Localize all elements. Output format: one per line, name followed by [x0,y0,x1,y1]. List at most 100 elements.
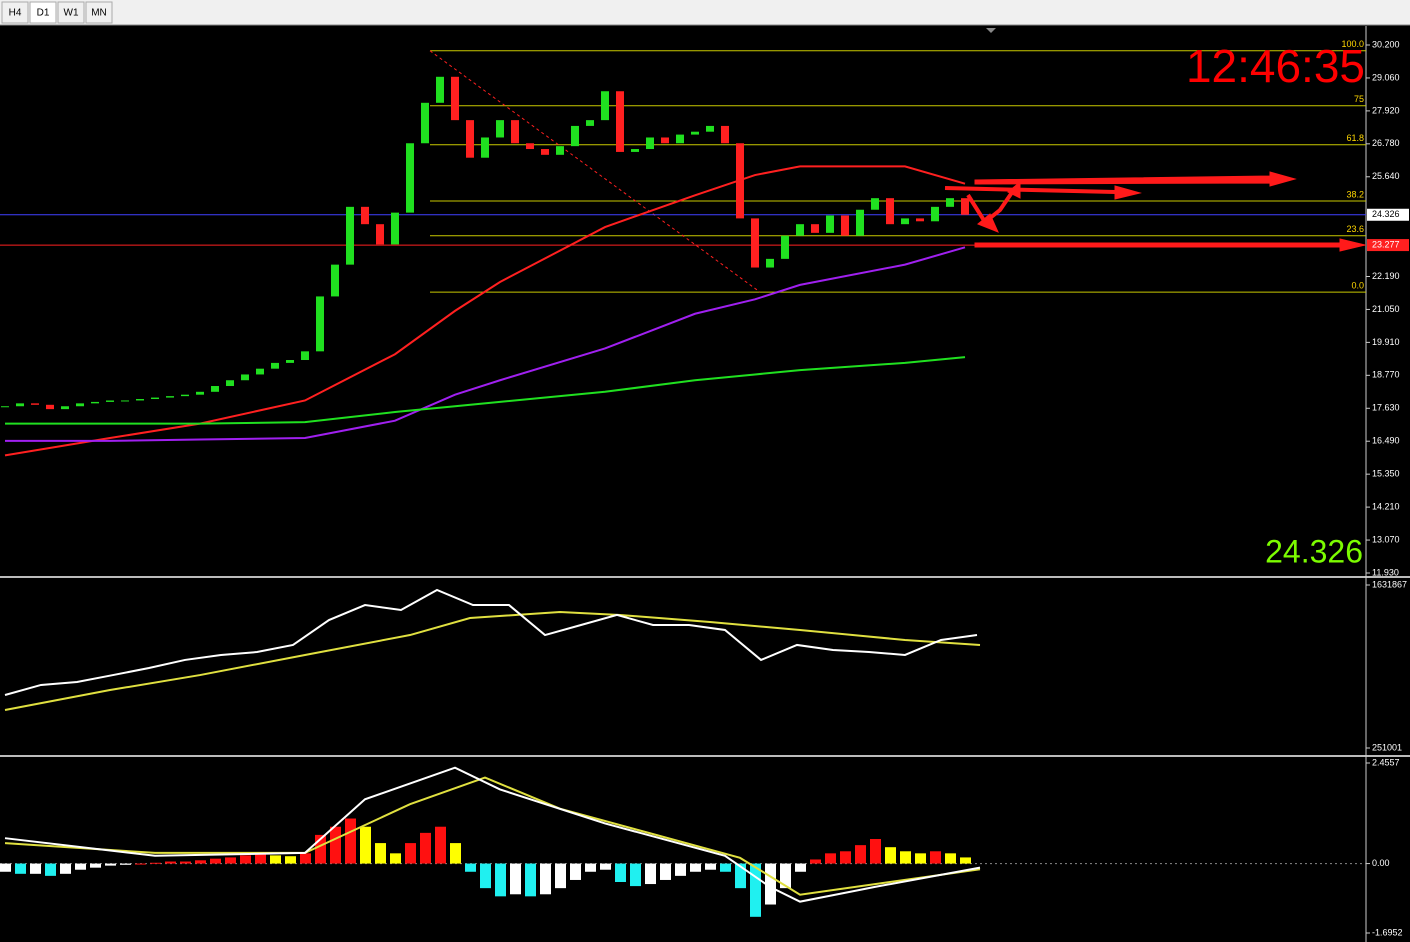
tab[interactable] [29,1,57,24]
candle [121,400,129,402]
histogram-bar [750,863,761,917]
histogram-bar [510,863,521,895]
tab-label[interactable]: W1 [64,8,79,19]
candle [841,215,849,236]
candle [1,406,9,408]
y-tick-label: 11.930 [1372,567,1399,577]
candle [961,198,969,215]
y-tick-label: 17.630 [1372,403,1400,413]
candle [526,143,534,150]
candle [241,374,249,381]
y-tick-label: 21.050 [1372,304,1400,314]
fib-label: 0.0 [1351,280,1364,290]
histogram-bar [690,863,701,872]
histogram-bar [960,857,971,864]
y-tick-label: 251001 [1372,742,1402,752]
arrow [974,238,1366,252]
y-tick-label: 0.00 [1372,858,1390,868]
fib-label: 75 [1354,94,1364,104]
tab[interactable] [1,1,29,24]
histogram-bar [420,832,431,864]
histogram-bar [405,843,416,864]
clock: 12:46:35 [1186,40,1365,92]
histogram-bar [825,853,836,864]
candle [136,399,144,401]
tab-label[interactable]: D1 [37,8,50,19]
candle [586,120,594,126]
y-tick-label: 16.490 [1372,436,1400,446]
histogram-bar [915,853,926,864]
histogram-bar [855,845,866,864]
fib-trend [429,50,761,293]
tab-label[interactable]: H4 [9,8,22,19]
candle [301,351,309,361]
tab-label[interactable]: MN [91,8,107,19]
histogram-bar [840,851,851,864]
arrow [974,171,1297,187]
y-tick-label: 25.640 [1372,171,1400,181]
plot: 30.200 29.060 27.920 26.780 25.640 22.190 21.0… [0,39,1409,937]
candle [316,296,324,352]
candle [901,218,909,225]
histogram-bar [330,826,341,864]
histogram-bar [495,863,506,897]
candle [946,198,954,207]
y-tick-label: 14.210 [1372,501,1400,511]
candle [541,149,549,155]
histogram-bar [735,863,746,889]
histogram-bar [285,856,296,864]
candle [91,401,99,404]
candle [691,131,699,135]
candle [406,143,414,213]
tab-bar [0,0,1410,25]
histogram-bar [360,826,371,864]
y-tick-label: 2.4557 [1372,757,1400,767]
histogram-bar [570,863,581,880]
histogram-bar [270,855,281,864]
candle [751,218,759,268]
tab[interactable] [85,1,113,24]
arrow-head [977,213,999,233]
histogram-bar [300,853,311,864]
histogram-bar [105,863,116,866]
fib-label: 61.8 [1346,133,1364,143]
candle [811,224,819,233]
candle [826,215,834,233]
price-box [1367,239,1409,252]
histogram-bar [195,860,206,864]
candle [781,235,789,259]
candle [451,76,459,121]
histogram-bar [720,863,731,872]
histogram-bar [180,861,191,864]
histogram-bar [660,863,671,880]
y-tick-label: 22.190 [1372,271,1400,281]
candle [916,218,924,222]
histogram-bar [165,861,176,864]
histogram-bar [780,863,791,889]
histogram-bar [45,863,56,876]
y-tick-label: 19.910 [1372,337,1400,347]
histogram-bar [0,863,11,872]
candle [436,76,444,103]
y-tick-label: 29.060 [1372,72,1400,82]
candle [661,137,669,144]
candle [376,224,384,245]
histogram-bar [795,863,806,872]
shift-marker [986,28,996,33]
candle [856,209,864,236]
histogram-bar [90,863,101,868]
fib-label: 38.2 [1346,189,1364,199]
candle [16,403,24,407]
candle [871,198,879,210]
arrow [966,186,1017,225]
fib-label: 23.6 [1346,224,1364,234]
candle [346,206,354,265]
candle [631,149,639,152]
tab[interactable] [57,1,85,24]
moving-average [5,356,966,425]
volume-signal [4,611,981,711]
candle [151,397,159,400]
y-tick-label: 13.070 [1372,534,1400,544]
arrow [1114,185,1142,200]
